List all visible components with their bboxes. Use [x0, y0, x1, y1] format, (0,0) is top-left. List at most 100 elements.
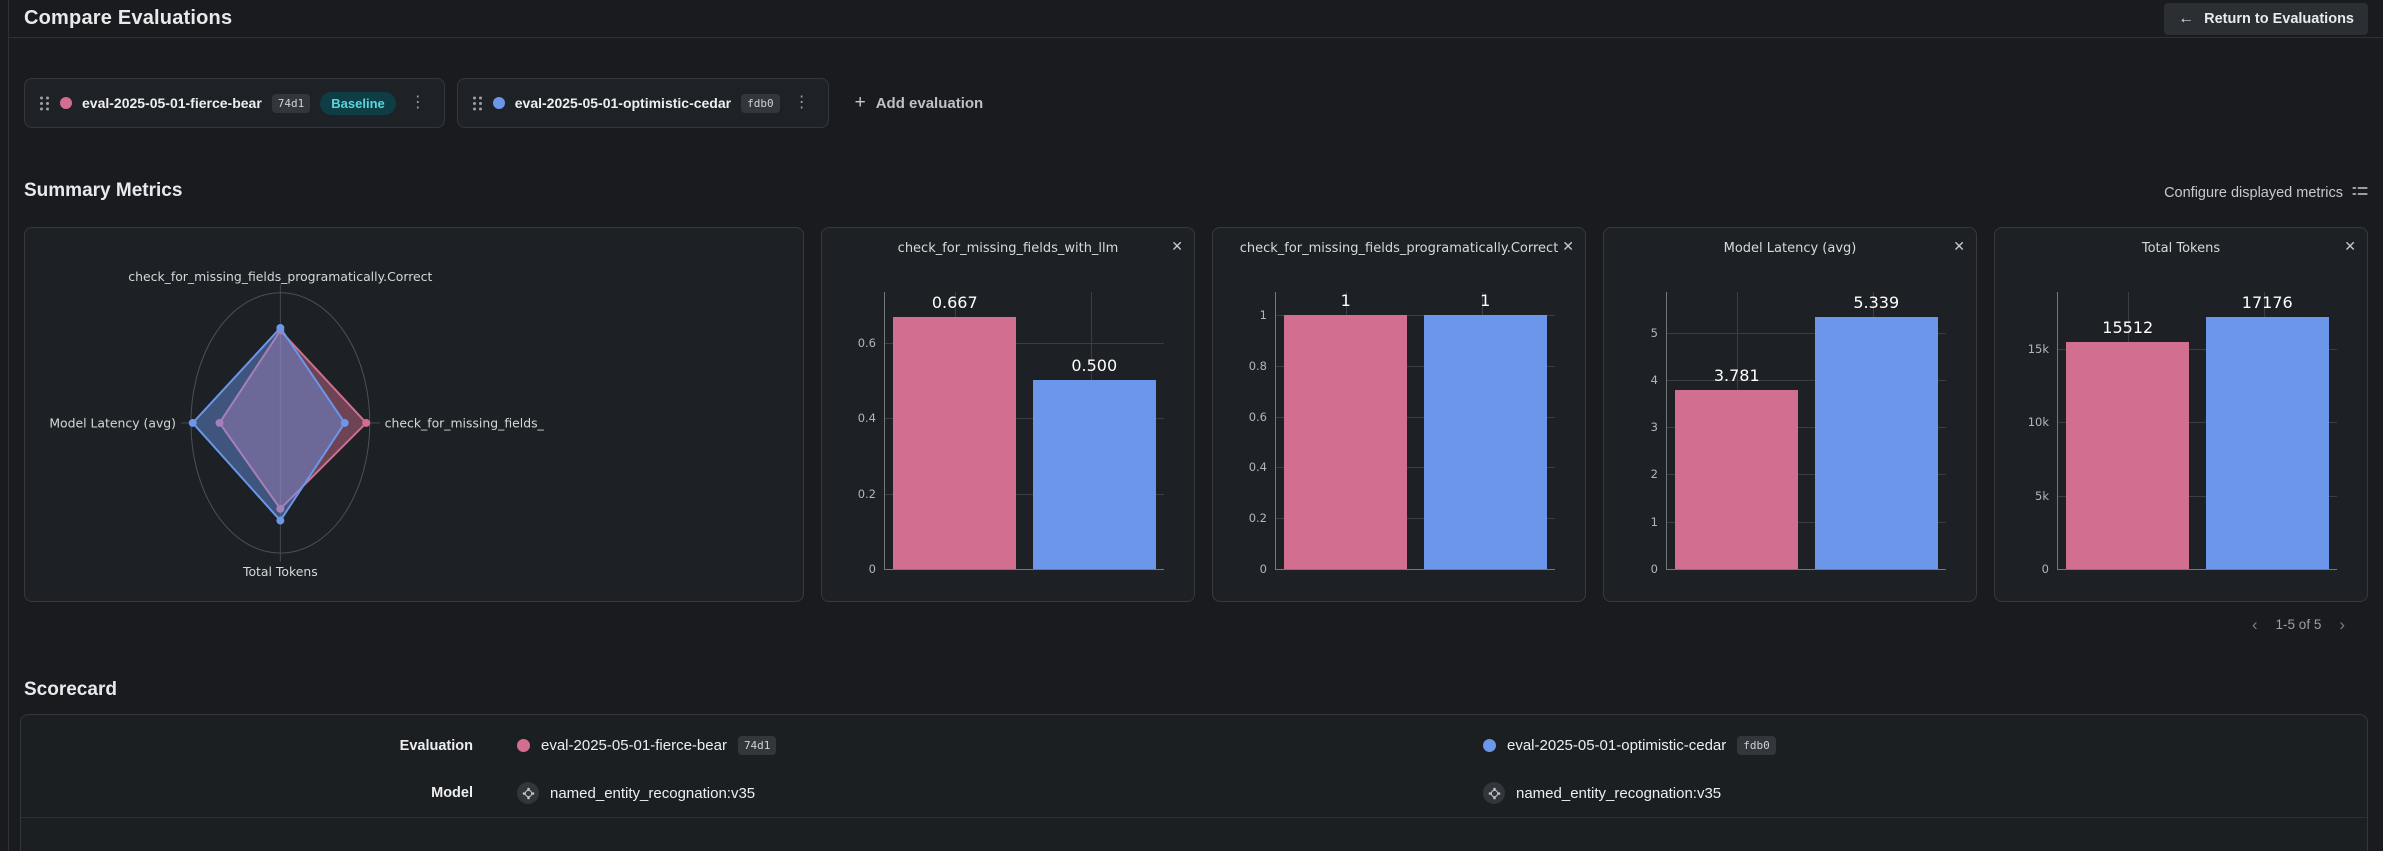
- bar-plot: 0 0.2 0.4 0.6 0.8 1 1 1: [1249, 291, 1555, 576]
- back-arrow-icon: ←: [2178, 9, 2195, 27]
- return-button-label: Return to Evaluations: [2204, 10, 2354, 27]
- radar-axis-label: Model Latency (avg): [49, 415, 176, 430]
- configure-displayed-metrics-button[interactable]: Configure displayed metrics: [2164, 184, 2368, 202]
- y-axis-tick-label: 15k: [2027, 342, 2049, 357]
- evaluation-chip-baseline: eval-2025-05-01-fierce-bear 74d1 Baselin…: [24, 78, 445, 128]
- bar-value-label: 0.500: [1071, 356, 1118, 376]
- bar-eval-2025-05-01-optimistic-cedar: 1: [1423, 291, 1547, 569]
- evaluation-color-dot: [517, 739, 530, 752]
- bar-eval-2025-05-01-fierce-bear: 1: [1284, 291, 1408, 569]
- evaluation-hash-badge: 74d1: [737, 736, 777, 755]
- evaluation-hash-badge: fdb0: [741, 93, 780, 113]
- bar-plot: 0 0.2 0.4 0.6 0.667 0.500: [858, 292, 1164, 576]
- evaluation-name: eval-2025-05-01-optimistic-cedar: [514, 95, 732, 111]
- pagination-next-icon[interactable]: ›: [2339, 615, 2345, 634]
- y-axis-tick-label: 3: [1650, 420, 1658, 435]
- summary-metric-cards: check_for_missing_fields_programatically…: [9, 227, 2383, 602]
- evaluation-chips-row: eval-2025-05-01-fierce-bear 74d1 Baselin…: [9, 78, 2383, 128]
- configure-metrics-label: Configure displayed metrics: [2164, 185, 2343, 201]
- bar-eval-2025-05-01-optimistic-cedar: 17176: [2205, 293, 2329, 569]
- scorecard-row-label: Evaluation: [399, 737, 473, 754]
- metric-bar-chart-card: ✕ check_for_missing_fields_with_llm 0 0.2…: [821, 227, 1195, 602]
- y-axis-tick-label: 0.6: [1248, 409, 1267, 424]
- pagination-prev-icon[interactable]: ‹: [2251, 615, 2258, 634]
- chart-title: Total Tokens: [2141, 241, 2221, 256]
- evaluation-name: eval-2025-05-01-fierce-bear: [82, 95, 262, 111]
- bar-eval-2025-05-01-fierce-bear: 0.667: [893, 293, 1017, 569]
- y-axis-tick-label: 5: [1650, 325, 1658, 340]
- bar-eval-2025-05-01-optimistic-cedar: 5.339: [1814, 293, 1938, 569]
- y-axis-tick-label: 0.8: [1248, 358, 1267, 373]
- radar-axis-label: Total Tokens: [242, 564, 318, 579]
- bar-value-label: 0.667: [931, 293, 978, 313]
- chip-menu-icon[interactable]: ⋮: [406, 93, 430, 113]
- chart-title: check_for_missing_fields_with_llm: [897, 241, 1119, 256]
- scorecard-row-label: Model: [431, 785, 473, 801]
- return-to-evaluations-button[interactable]: ← Return to Evaluations: [2164, 2, 2368, 35]
- bar-plot: 0 1 2 3 4 5 3.781 5.339: [1651, 292, 1946, 576]
- evaluation-color-dot: [492, 97, 505, 109]
- bar-eval-2025-05-01-fierce-bear: 3.781: [1675, 366, 1799, 569]
- drag-handle-icon[interactable]: [472, 95, 483, 112]
- configure-metrics-icon: [2352, 184, 2368, 202]
- add-evaluation-label: Add evaluation: [875, 94, 984, 112]
- model-name[interactable]: named_entity_recognation:v35: [1516, 784, 1722, 802]
- baseline-badge: Baseline: [320, 91, 396, 115]
- scorecard-model-cell: named_entity_recognation:v35: [473, 782, 1439, 804]
- metric-bar-chart-card: ✕ Model Latency (avg) 0 1 2 3 4 5 3.781 5.339: [1603, 227, 1977, 602]
- y-axis-tick-label: 0: [868, 562, 876, 576]
- scorecard-evaluation-cell: eval-2025-05-01-optimistic-cedar fdb0: [1439, 736, 2367, 755]
- summary-pagination: ‹ 1-5 of 5 ›: [9, 616, 2383, 633]
- metric-bar-chart-card: ✕ check_for_missing_fields_programatical…: [1212, 227, 1586, 602]
- evaluation-color-dot: [60, 97, 72, 109]
- close-icon[interactable]: ✕: [1560, 236, 1576, 257]
- scorecard-evaluation-cell: eval-2025-05-01-fierce-bear 74d1: [473, 736, 1439, 755]
- compare-evaluations-page: Compare Evaluations ← Return to Evaluati…: [9, 0, 2383, 851]
- chart-title: Model Latency (avg): [1723, 241, 1857, 256]
- y-axis-tick-label: 0: [1650, 562, 1658, 576]
- close-icon[interactable]: ✕: [2342, 236, 2358, 257]
- y-axis-tick-label: 0.2: [1248, 511, 1267, 526]
- bar-value-label: 1: [1480, 290, 1491, 310]
- scorecard-model-row: Model named_entity_recognation:v35 named…: [21, 769, 2367, 818]
- evaluation-chip-compare: eval-2025-05-01-optimistic-cedar fdb0 ⋮: [456, 78, 829, 128]
- bar-value-label: 5.339: [1853, 292, 1900, 312]
- bar-value-label: 3.781: [1713, 366, 1760, 386]
- page-title: Compare Evaluations: [24, 7, 233, 29]
- add-evaluation-button[interactable]: + Add evaluation: [855, 92, 984, 114]
- y-axis-tick-label: 0.2: [857, 486, 876, 501]
- evaluation-hash-badge: fdb0: [1737, 736, 1776, 755]
- bar-eval-2025-05-01-optimistic-cedar: 0.500: [1032, 356, 1156, 569]
- y-axis-tick-label: 0.6: [857, 335, 876, 350]
- y-axis-tick-label: 0: [2041, 562, 2049, 576]
- evaluation-color-dot: [1483, 739, 1496, 752]
- radar-chart: check_for_missing_fields_programatically…: [25, 228, 803, 601]
- drag-handle-icon[interactable]: [39, 95, 50, 112]
- y-axis-tick-label: 5k: [2035, 488, 2049, 503]
- summary-metrics-header: Summary Metrics Configure displayed metr…: [9, 180, 2383, 202]
- close-icon[interactable]: ✕: [1951, 236, 1967, 257]
- scorecard-model-cell: named_entity_recognation:v35: [1439, 782, 2367, 804]
- bar-value-label: 17176: [2241, 293, 2293, 313]
- scorecard-panel: Evaluation eval-2025-05-01-fierce-bear 7…: [20, 714, 2368, 851]
- y-axis-tick-label: 0.4: [1248, 460, 1267, 475]
- scorecard-evaluation-row: Evaluation eval-2025-05-01-fierce-bear 7…: [21, 722, 2367, 769]
- metric-bar-chart-card: ✕ Total Tokens 0 5k 10k 15k 15512 17176: [1994, 227, 2368, 602]
- radar-chart-card: check_for_missing_fields_programatically…: [24, 227, 804, 602]
- page-header: Compare Evaluations ← Return to Evaluati…: [9, 0, 2383, 38]
- model-icon: [517, 782, 539, 804]
- radar-axis-label: check_for_missing_fields_programatically…: [128, 269, 432, 284]
- scorecard-title: Scorecard: [24, 679, 117, 700]
- summary-metrics-title: Summary Metrics: [24, 180, 183, 201]
- y-axis-tick-label: 1: [1650, 514, 1658, 529]
- model-name[interactable]: named_entity_recognation:v35: [550, 784, 756, 802]
- radar-axis-label: check_for_missing_fields_: [385, 415, 545, 430]
- model-icon: [1483, 782, 1505, 804]
- chip-menu-icon[interactable]: ⋮: [790, 93, 814, 113]
- y-axis-tick-label: 4: [1650, 372, 1658, 387]
- close-icon[interactable]: ✕: [1169, 236, 1185, 257]
- evaluation-name: eval-2025-05-01-optimistic-cedar: [1507, 737, 1727, 754]
- y-axis-tick-label: 0: [1259, 562, 1267, 576]
- bar-value-label: 15512: [2102, 317, 2154, 337]
- chart-title: check_for_missing_fields_programatically…: [1239, 241, 1559, 256]
